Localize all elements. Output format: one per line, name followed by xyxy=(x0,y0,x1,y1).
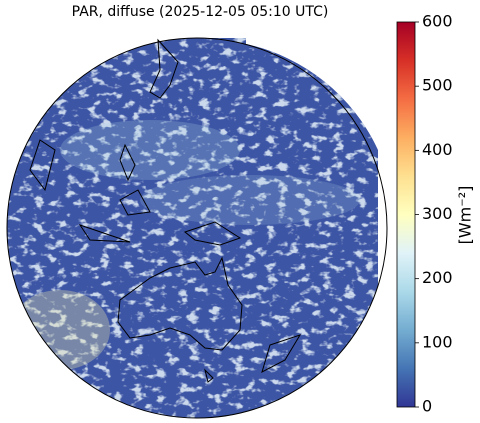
colorbar-scale xyxy=(396,21,416,408)
colorbar-tick-label: 100 xyxy=(422,332,453,351)
map-title: PAR, diffuse (2025-12-05 05:10 UTC) xyxy=(72,4,329,20)
colorbar-tick-label: 300 xyxy=(422,204,453,223)
globe xyxy=(6,37,388,419)
colorbar: [Wm⁻²] xyxy=(396,21,475,408)
colorbar-tick-label: 200 xyxy=(422,268,453,287)
colorbar-tick-label: 500 xyxy=(422,76,453,95)
colorbar-tick-label: 600 xyxy=(422,12,453,31)
colorbar-tick-label: 0 xyxy=(422,397,432,416)
colorbar-label: [Wm⁻²] xyxy=(456,186,475,245)
colorbar-tick-label: 400 xyxy=(422,140,453,159)
